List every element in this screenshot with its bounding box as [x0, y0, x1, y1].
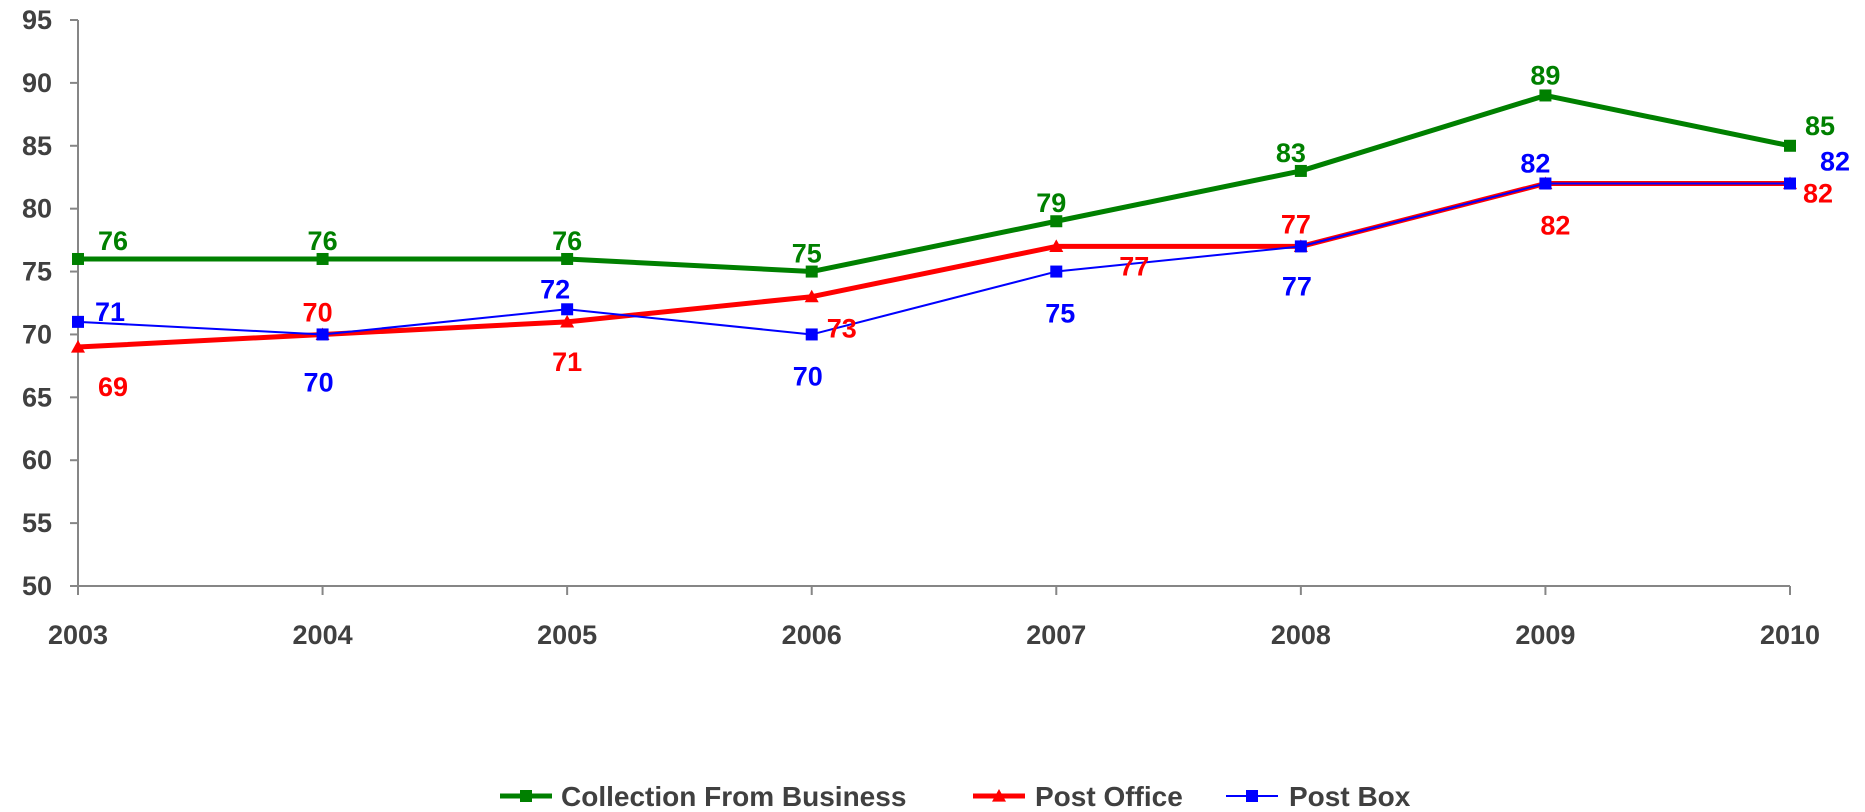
data-point-marker	[1539, 89, 1552, 102]
data-label: 75	[792, 239, 822, 269]
data-point-marker	[71, 340, 85, 353]
data-point-marker	[1784, 177, 1796, 190]
data-label: 82	[1540, 211, 1570, 241]
legend-marker	[992, 789, 1006, 802]
series-line-1	[77, 181, 1790, 350]
axes: 50 55 60 65 70 75 80 85 90 95 2003 2004 2005 2006 2007…	[22, 5, 1820, 650]
x-tick-label: 2007	[1026, 620, 1086, 650]
legend-label: Collection From Business	[561, 781, 906, 812]
x-tick-label: 2009	[1515, 620, 1575, 650]
data-point-marker	[1539, 177, 1552, 190]
x-tick-label: 2008	[1271, 620, 1331, 650]
legend-label: Post Box	[1289, 781, 1411, 812]
data-label: 69	[98, 372, 128, 402]
y-tick-label: 85	[22, 131, 52, 161]
x-tick-label: 2010	[1760, 620, 1820, 650]
data-point-marker	[316, 328, 329, 341]
y-tick-label: 60	[22, 445, 52, 475]
data-point-marker	[72, 315, 84, 328]
legend-marker	[520, 790, 532, 802]
data-label: 85	[1805, 111, 1835, 141]
y-tick-label: 90	[22, 68, 52, 98]
data-point-marker	[316, 252, 329, 265]
x-tick-label: 2004	[293, 620, 353, 650]
legend-item: Post Office	[973, 781, 1183, 812]
x-tick-label: 2003	[48, 620, 108, 650]
data-label: 72	[540, 274, 570, 304]
data-point-marker	[805, 328, 818, 341]
data-point-marker	[1294, 164, 1307, 177]
data-label: 76	[98, 226, 128, 256]
y-tick-label: 70	[22, 319, 52, 349]
data-label: 70	[793, 361, 823, 391]
data-point-marker	[561, 252, 574, 265]
y-tick-label: 75	[22, 257, 52, 287]
data-label: 76	[552, 226, 582, 256]
legend-label: Post Office	[1035, 781, 1183, 812]
data-point-marker	[560, 314, 575, 328]
data-point-marker	[1049, 239, 1064, 252]
x-tick-label: 2006	[782, 620, 842, 650]
data-label: 83	[1276, 138, 1306, 168]
markers	[71, 89, 1797, 353]
data-label: 70	[304, 367, 334, 397]
legend-item: Collection From Business	[500, 781, 906, 812]
series-line-0	[78, 92, 1791, 275]
data-point-marker	[1050, 265, 1063, 278]
data-point-marker	[1294, 240, 1307, 253]
data-point-marker	[804, 289, 819, 303]
data-point-marker	[1050, 215, 1063, 228]
data-label: 75	[1045, 299, 1075, 329]
y-tick-label: 50	[22, 571, 52, 601]
y-tick-label: 95	[22, 5, 52, 35]
data-label: 82	[1820, 147, 1850, 177]
data-label: 77	[1119, 251, 1149, 281]
y-tick-label: 55	[22, 508, 52, 538]
series-line-2	[77, 182, 1790, 336]
data-label: 71	[552, 347, 582, 377]
data-label: 76	[308, 226, 338, 256]
legend: Collection From Business Post Office Post …	[500, 781, 1411, 812]
series-lines	[77, 92, 1791, 350]
y-tick-label: 65	[22, 382, 52, 412]
data-point-marker	[805, 265, 818, 278]
x-tick-label: 2005	[537, 620, 597, 650]
data-label: 70	[303, 297, 333, 327]
data-label: 77	[1281, 209, 1311, 239]
data-label: 89	[1530, 60, 1560, 90]
data-label: 77	[1282, 271, 1312, 301]
data-point-marker	[72, 252, 84, 265]
legend-item: Post Box	[1226, 781, 1411, 812]
data-label: 79	[1036, 188, 1066, 218]
data-label: 71	[95, 297, 125, 327]
data-point-marker	[1784, 139, 1796, 152]
y-tick-label: 80	[22, 194, 52, 224]
data-point-marker	[561, 303, 574, 316]
data-label: 82	[1803, 179, 1833, 209]
legend-marker	[1246, 790, 1258, 802]
data-label: 82	[1520, 149, 1550, 179]
data-label: 73	[827, 314, 857, 344]
